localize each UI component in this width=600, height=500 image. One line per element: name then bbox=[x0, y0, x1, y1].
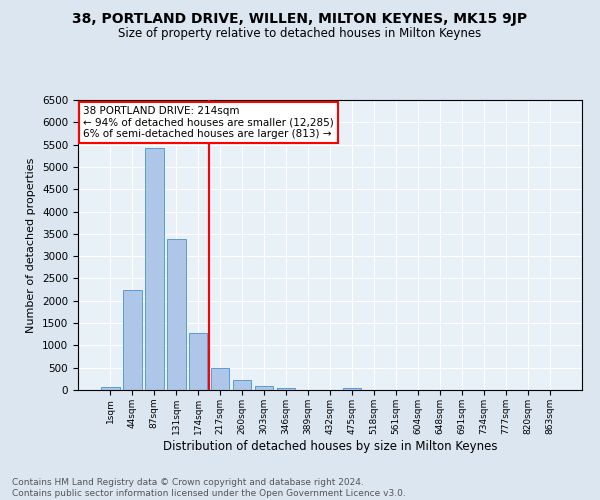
Text: 38 PORTLAND DRIVE: 214sqm
← 94% of detached houses are smaller (12,285)
6% of se: 38 PORTLAND DRIVE: 214sqm ← 94% of detac… bbox=[83, 106, 334, 139]
Bar bbox=[189, 333, 208, 390]
Bar bbox=[233, 380, 251, 390]
Text: Contains HM Land Registry data © Crown copyright and database right 2024.
Contai: Contains HM Land Registry data © Crown c… bbox=[12, 478, 406, 498]
Bar bbox=[255, 386, 274, 390]
Text: Size of property relative to detached houses in Milton Keynes: Size of property relative to detached ho… bbox=[118, 28, 482, 40]
Bar bbox=[343, 388, 361, 390]
Bar bbox=[211, 368, 229, 390]
Bar bbox=[101, 386, 119, 390]
Bar bbox=[123, 290, 142, 390]
Text: 38, PORTLAND DRIVE, WILLEN, MILTON KEYNES, MK15 9JP: 38, PORTLAND DRIVE, WILLEN, MILTON KEYNE… bbox=[73, 12, 527, 26]
Y-axis label: Number of detached properties: Number of detached properties bbox=[26, 158, 37, 332]
Bar bbox=[145, 148, 164, 390]
X-axis label: Distribution of detached houses by size in Milton Keynes: Distribution of detached houses by size … bbox=[163, 440, 497, 452]
Bar bbox=[277, 388, 295, 390]
Bar bbox=[167, 239, 185, 390]
